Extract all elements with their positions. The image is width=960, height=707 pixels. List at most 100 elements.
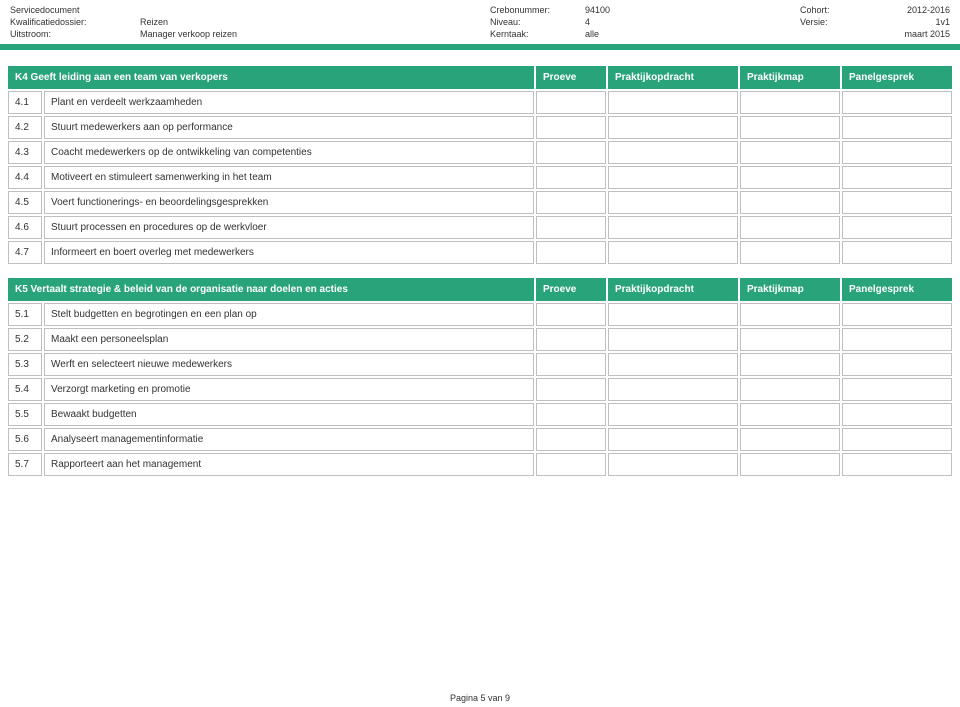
cell-praktijkopdracht	[608, 353, 738, 376]
cell-praktijkmap	[740, 241, 840, 264]
section-k5-title: K5 Vertaalt strategie & beleid van de or…	[8, 278, 534, 301]
col-panelgesprek-header: Panelgesprek	[842, 66, 952, 89]
meta-kwalificatiedossier-label: Kwalificatiedossier:	[10, 16, 140, 28]
table-row: 5.4Verzorgt marketing en promotie	[8, 378, 952, 401]
col-praktijkmap-header: Praktijkmap	[740, 66, 840, 89]
cell-praktijkmap	[740, 141, 840, 164]
row-description: Stuurt processen en procedures op de wer…	[44, 216, 534, 239]
page-footer: Pagina 5 van 9	[0, 693, 960, 703]
cell-panelgesprek	[842, 353, 952, 376]
cell-praktijkmap	[740, 191, 840, 214]
cell-praktijkmap	[740, 91, 840, 114]
cell-panelgesprek	[842, 191, 952, 214]
document-header-meta: Servicedocument Kwalificatiedossier: Rei…	[0, 0, 960, 42]
cell-praktijkmap	[740, 116, 840, 139]
meta-crebonummer-value: 94100	[585, 4, 610, 16]
row-number: 5.7	[8, 453, 42, 476]
row-description: Verzorgt marketing en promotie	[44, 378, 534, 401]
table-row: 4.7Informeert en boert overleg met medew…	[8, 241, 952, 264]
table-row: 5.3Werft en selecteert nieuwe medewerker…	[8, 353, 952, 376]
cell-proeve	[536, 303, 606, 326]
cell-praktijkopdracht	[608, 378, 738, 401]
col-panelgesprek-header: Panelgesprek	[842, 278, 952, 301]
cell-praktijkmap	[740, 428, 840, 451]
meta-uitstroom-value: Manager verkoop reizen	[140, 28, 237, 40]
cell-praktijkopdracht	[608, 91, 738, 114]
row-description: Bewaakt budgetten	[44, 403, 534, 426]
row-description: Maakt een personeelsplan	[44, 328, 534, 351]
meta-cohort-label: Cohort:	[800, 4, 870, 16]
table-row: 5.6Analyseert managementinformatie	[8, 428, 952, 451]
meta-left-column: Servicedocument Kwalificatiedossier: Rei…	[10, 4, 490, 40]
table-row: 4.2Stuurt medewerkers aan op performance	[8, 116, 952, 139]
meta-kerntaak-value: alle	[585, 28, 599, 40]
cell-panelgesprek	[842, 428, 952, 451]
cell-panelgesprek	[842, 303, 952, 326]
cell-praktijkopdracht	[608, 166, 738, 189]
meta-cohort-value: 2012-2016	[870, 4, 950, 16]
table-row: 4.4Motiveert en stimuleert samenwerking …	[8, 166, 952, 189]
table-row: 4.5Voert functionerings- en beoordelings…	[8, 191, 952, 214]
cell-praktijkmap	[740, 166, 840, 189]
cell-proeve	[536, 116, 606, 139]
cell-praktijkmap	[740, 216, 840, 239]
row-number: 4.7	[8, 241, 42, 264]
row-description: Analyseert managementinformatie	[44, 428, 534, 451]
section-k4-table: K4 Geeft leiding aan een team van verkop…	[6, 64, 954, 266]
meta-date-value: maart 2015	[870, 28, 950, 40]
cell-praktijkopdracht	[608, 453, 738, 476]
row-number: 5.1	[8, 303, 42, 326]
cell-proeve	[536, 91, 606, 114]
meta-servicedocument-label: Servicedocument	[10, 4, 140, 16]
cell-praktijkmap	[740, 403, 840, 426]
meta-niveau-label: Niveau:	[490, 16, 585, 28]
row-number: 5.6	[8, 428, 42, 451]
document-page: Servicedocument Kwalificatiedossier: Rei…	[0, 0, 960, 707]
cell-praktijkmap	[740, 303, 840, 326]
cell-proeve	[536, 216, 606, 239]
table-row: 4.3Coacht medewerkers op de ontwikkeling…	[8, 141, 952, 164]
meta-kwalificatiedossier-value: Reizen	[140, 16, 168, 28]
meta-kerntaak-label: Kerntaak:	[490, 28, 585, 40]
table-row: 5.5Bewaakt budgetten	[8, 403, 952, 426]
cell-proeve	[536, 328, 606, 351]
cell-praktijkopdracht	[608, 428, 738, 451]
row-number: 4.6	[8, 216, 42, 239]
accent-divider-bar	[0, 44, 960, 50]
meta-uitstroom-label: Uitstroom:	[10, 28, 140, 40]
row-number: 4.2	[8, 116, 42, 139]
row-description: Werft en selecteert nieuwe medewerkers	[44, 353, 534, 376]
row-description: Stelt budgetten en begrotingen en een pl…	[44, 303, 534, 326]
col-praktijkopdracht-header: Praktijkopdracht	[608, 278, 738, 301]
meta-right-column: Cohort: 2012-2016 Versie: 1v1 maart 2015	[800, 4, 950, 40]
meta-mid-column: Crebonummer: 94100 Niveau: 4 Kerntaak: a…	[490, 4, 800, 40]
table-row: 5.2Maakt een personeelsplan	[8, 328, 952, 351]
col-proeve-header: Proeve	[536, 278, 606, 301]
cell-proeve	[536, 191, 606, 214]
meta-crebonummer-label: Crebonummer:	[490, 4, 585, 16]
table-row: 4.1Plant en verdeelt werkzaamheden	[8, 91, 952, 114]
row-number: 5.4	[8, 378, 42, 401]
row-description: Coacht medewerkers op de ontwikkeling va…	[44, 141, 534, 164]
row-number: 4.3	[8, 141, 42, 164]
cell-praktijkopdracht	[608, 216, 738, 239]
cell-proeve	[536, 453, 606, 476]
cell-panelgesprek	[842, 216, 952, 239]
cell-praktijkopdracht	[608, 191, 738, 214]
table-row: 5.1Stelt budgetten en begrotingen en een…	[8, 303, 952, 326]
cell-proeve	[536, 241, 606, 264]
row-description: Motiveert en stimuleert samenwerking in …	[44, 166, 534, 189]
table-row: 4.6Stuurt processen en procedures op de …	[8, 216, 952, 239]
section-k5-header-row: K5 Vertaalt strategie & beleid van de or…	[8, 278, 952, 301]
cell-panelgesprek	[842, 403, 952, 426]
cell-praktijkopdracht	[608, 328, 738, 351]
cell-panelgesprek	[842, 328, 952, 351]
cell-proeve	[536, 403, 606, 426]
cell-praktijkopdracht	[608, 303, 738, 326]
row-number: 5.3	[8, 353, 42, 376]
row-number: 4.5	[8, 191, 42, 214]
row-number: 5.5	[8, 403, 42, 426]
row-number: 4.1	[8, 91, 42, 114]
cell-praktijkmap	[740, 328, 840, 351]
row-description: Stuurt medewerkers aan op performance	[44, 116, 534, 139]
